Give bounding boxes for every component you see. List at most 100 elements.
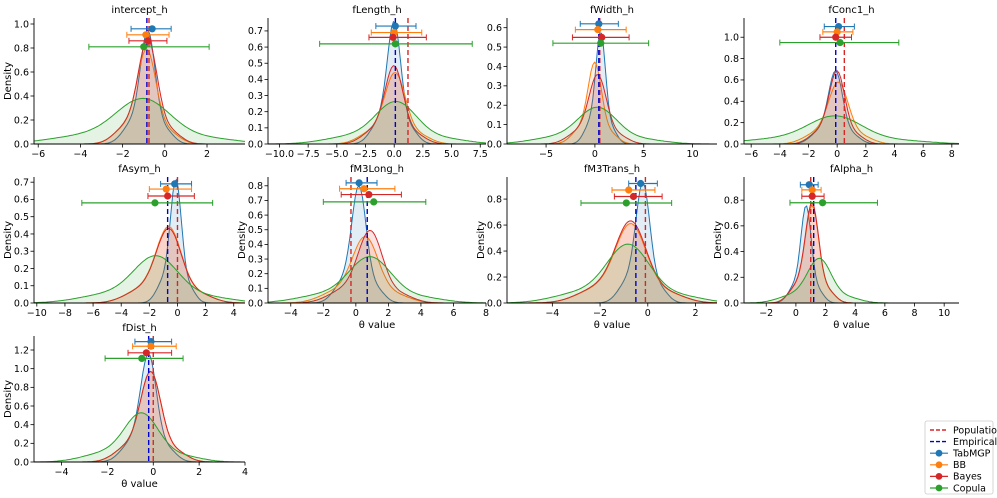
legend-label-Bayes: Bayes [953, 472, 982, 483]
y-tick-label: 0.4 [14, 91, 29, 102]
y-tick-label: 0.6 [14, 195, 29, 206]
y-tick-label: 0.8 [724, 195, 739, 206]
x-axis-label: θ value [359, 320, 396, 331]
x-tick-label: 2 [823, 308, 829, 319]
y-tick-label: 0.4 [14, 420, 29, 431]
y-tick-label: 0.0 [724, 298, 739, 309]
x-tick-label: 2 [203, 308, 209, 319]
y-tick-label: 0.6 [14, 67, 29, 78]
y-tick-label: 0.3 [14, 247, 29, 258]
density-fill-Bayes [744, 70, 959, 144]
y-tick-label: 0.8 [14, 43, 29, 54]
y-tick-label: 0.3 [248, 254, 263, 265]
y-axis-label: Density [3, 221, 14, 259]
x-tick-label: 4 [231, 308, 237, 319]
density-line-BB [744, 204, 959, 304]
subplot-title: fAsym_h [118, 164, 161, 175]
x-tick-label: 2 [692, 308, 698, 319]
y-tick-label: 0.6 [14, 401, 29, 412]
x-tick-label: −5.0 [325, 149, 348, 160]
density-fill-Bayes [268, 230, 486, 303]
y-tick-label: 0.6 [248, 42, 263, 53]
x-tick-label: 0 [834, 149, 840, 160]
density-fill-BB [34, 371, 245, 462]
y-tick-label: 1.2 [14, 345, 29, 356]
density-fill-Copula [268, 101, 486, 144]
y-tick-label: 0.2 [14, 264, 29, 275]
point-Bayes [144, 37, 152, 45]
y-tick-label: 0.0 [14, 139, 29, 150]
x-tick-label: 5 [641, 149, 647, 160]
y-axis-label: Density [3, 380, 14, 418]
x-tick-label: 6 [450, 308, 456, 319]
x-tick-label: −6 [86, 308, 100, 319]
x-tick-label: −10.0 [265, 149, 294, 160]
point-Bayes [389, 33, 397, 41]
x-tick-label: 4 [242, 467, 248, 478]
y-tick-label: 0.1 [487, 120, 502, 131]
density-fill-TabMGP [744, 206, 959, 303]
y-axis-label: Density [476, 221, 487, 259]
y-tick-label: 0.1 [248, 123, 263, 134]
x-tick-label: −2 [142, 308, 156, 319]
density-fill-Bayes [34, 39, 245, 145]
point-Bayes [142, 349, 150, 357]
y-tick-label: 0.0 [248, 139, 263, 150]
x-tick-label: −2 [801, 149, 815, 160]
density-line-TabMGP [744, 205, 959, 304]
x-tick-label: −7.5 [297, 149, 320, 160]
point-Bayes [832, 33, 840, 41]
x-tick-label: −6 [744, 149, 758, 160]
y-tick-label: 0.6 [248, 210, 263, 221]
point-TabMGP [355, 179, 363, 187]
density-fill-TabMGP [34, 30, 245, 144]
y-axis-label: Density [713, 221, 724, 259]
density-line-Bayes [744, 201, 959, 304]
x-tick-label: 5.0 [444, 149, 459, 160]
x-tick-label: 8 [911, 308, 917, 319]
x-tick-label: 10 [687, 149, 699, 160]
subplot-title: fM3Long_h [350, 164, 404, 175]
x-tick-label: 4 [891, 149, 897, 160]
legend-swatch-TabMGP [935, 449, 943, 457]
x-tick-label: 8 [949, 149, 955, 160]
point-Copula [836, 38, 844, 47]
x-axis-label: θ value [833, 320, 870, 331]
x-tick-label: 0 [174, 308, 180, 319]
density-fill-Copula [744, 115, 959, 144]
point-Bayes [365, 190, 373, 199]
point-Copula [597, 39, 605, 47]
y-tick-label: 0.0 [14, 457, 29, 468]
x-tick-label: −10 [27, 308, 47, 319]
y-tick-label: 0.6 [724, 221, 739, 232]
y-tick-label: 0.0 [487, 139, 502, 150]
density-fill-Copula [744, 258, 959, 303]
point-Copula [138, 354, 146, 362]
x-tick-label: 4 [418, 308, 424, 319]
legend-label-BB: BB [953, 460, 966, 471]
density-fill-Bayes [34, 228, 245, 303]
x-tick-label: 2 [196, 467, 202, 478]
legend-swatch-Bayes [935, 473, 943, 480]
point-Copula [391, 40, 399, 48]
subplot-fWidth_h: −5 0 5 10 0.0 0.1 0.2 0.3 0.4 0.5 0.6 fWidth_h [487, 5, 717, 160]
y-tick-label: 0.6 [724, 75, 739, 86]
density-line-Copula [268, 100, 487, 145]
point-Bayes [808, 192, 816, 200]
point-BB [162, 185, 170, 193]
density-fill-Copula [34, 412, 245, 462]
density-fill-Bayes [268, 65, 486, 144]
y-tick-label: 0.5 [248, 225, 263, 236]
legend-label-Copula: Copula [953, 483, 986, 494]
point-TabMGP [171, 180, 179, 188]
density-line-Copula [267, 256, 486, 304]
subplot-title: fConc1_h [828, 5, 874, 16]
subplot-title: fAlpha_h [830, 164, 873, 175]
x-axis-label: θ value [121, 479, 158, 490]
y-tick-label: 0.7 [248, 196, 263, 207]
x-tick-label: 0 [592, 149, 598, 160]
x-tick-label: −4 [55, 467, 69, 478]
density-line-Copula [34, 412, 245, 463]
density-fill-BB [34, 49, 245, 144]
point-BB [808, 186, 816, 194]
